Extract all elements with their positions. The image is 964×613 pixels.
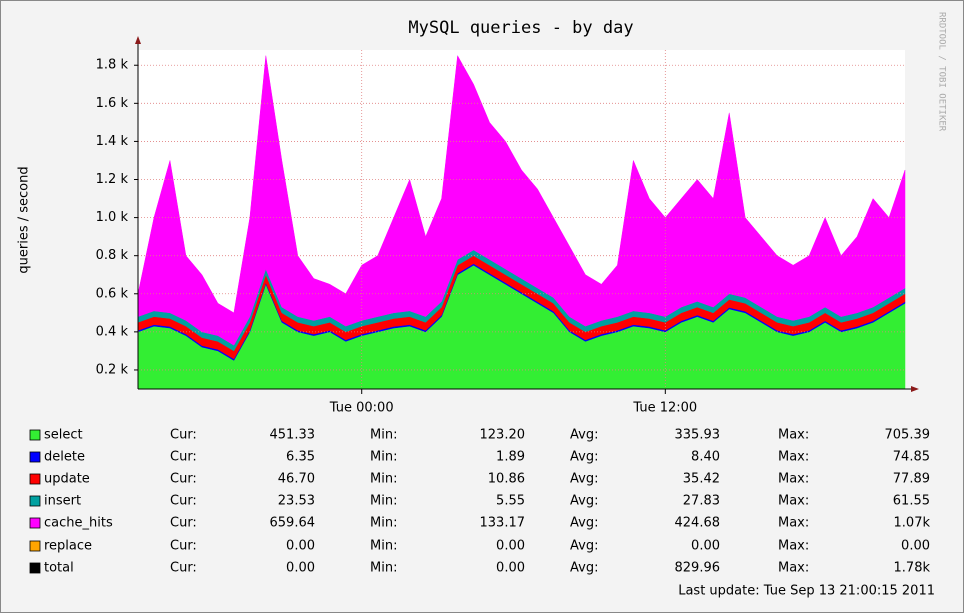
legend-label: total bbox=[44, 561, 74, 576]
y-tick-label: 0.8 k bbox=[96, 248, 129, 263]
stat-value: 829.96 bbox=[675, 561, 721, 576]
stat-value: 123.20 bbox=[480, 428, 526, 443]
stat-label: Cur: bbox=[170, 450, 197, 465]
stat-value: 1.89 bbox=[496, 450, 525, 465]
stat-label: Cur: bbox=[170, 494, 197, 509]
legend-key bbox=[29, 429, 41, 441]
axis-arrow bbox=[911, 386, 919, 392]
stat-label: Avg: bbox=[570, 428, 598, 443]
footer: Last update: Tue Sep 13 21:00:15 2011 bbox=[678, 584, 935, 599]
stat-value: 8.40 bbox=[691, 450, 720, 465]
stat-value: 23.53 bbox=[278, 494, 315, 509]
side-text: RRDTOOL / TOBI OETIKER bbox=[937, 12, 947, 132]
stat-value: 27.83 bbox=[683, 494, 720, 509]
stat-value: 133.17 bbox=[480, 516, 526, 531]
stat-label: Avg: bbox=[570, 561, 598, 576]
stat-value: 0.00 bbox=[286, 539, 315, 554]
legend-key bbox=[29, 495, 41, 507]
stat-label: Max: bbox=[778, 450, 809, 465]
legend-key bbox=[29, 473, 41, 485]
legend-key bbox=[29, 517, 41, 529]
stat-value: 61.55 bbox=[893, 494, 930, 509]
stat-value: 74.85 bbox=[893, 450, 930, 465]
stat-value: 0.00 bbox=[496, 539, 525, 554]
stat-label: Min: bbox=[370, 450, 397, 465]
stat-label: Min: bbox=[370, 494, 397, 509]
stat-label: Max: bbox=[778, 428, 809, 443]
stat-value: 6.35 bbox=[286, 450, 315, 465]
stat-label: Max: bbox=[778, 494, 809, 509]
legend-key bbox=[29, 540, 41, 552]
legend-key bbox=[29, 562, 41, 574]
y-tick-label: 0.4 k bbox=[96, 324, 129, 339]
stat-label: Cur: bbox=[170, 539, 197, 554]
stat-label: Cur: bbox=[170, 561, 197, 576]
y-tick-label: 1.2 k bbox=[96, 172, 129, 187]
stat-label: Avg: bbox=[570, 494, 598, 509]
y-tick-label: 0.6 k bbox=[96, 286, 129, 301]
stat-label: Max: bbox=[778, 472, 809, 487]
stat-value: 77.89 bbox=[893, 472, 930, 487]
stat-label: Avg: bbox=[570, 539, 598, 554]
x-tick-label: Tue 00:00 bbox=[329, 401, 394, 416]
stat-value: 335.93 bbox=[675, 428, 721, 443]
stat-label: Avg: bbox=[570, 472, 598, 487]
stat-label: Max: bbox=[778, 539, 809, 554]
legend-key bbox=[29, 451, 41, 463]
chart-title: MySQL queries - by day bbox=[408, 18, 633, 38]
stat-value: 35.42 bbox=[683, 472, 720, 487]
area bbox=[137, 54, 906, 346]
stat-label: Max: bbox=[778, 516, 809, 531]
stat-value: 5.55 bbox=[496, 494, 525, 509]
y-tick-label: 1.4 k bbox=[96, 134, 129, 149]
stat-value: 659.64 bbox=[270, 516, 316, 531]
legend-label: insert bbox=[44, 494, 81, 509]
y-tick-label: 1.8 k bbox=[96, 58, 129, 73]
stat-value: 1.07k bbox=[894, 516, 931, 531]
y-tick-label: 0.2 k bbox=[96, 362, 129, 377]
y-tick-label: 1.6 k bbox=[96, 96, 129, 111]
stat-label: Max: bbox=[778, 561, 809, 576]
stat-value: 46.70 bbox=[278, 472, 315, 487]
stat-value: 705.39 bbox=[885, 428, 931, 443]
stat-label: Cur: bbox=[170, 428, 197, 443]
y-tick-label: 1.0 k bbox=[96, 210, 129, 225]
stat-label: Min: bbox=[370, 472, 397, 487]
stat-label: Cur: bbox=[170, 516, 197, 531]
stat-value: 0.00 bbox=[496, 561, 525, 576]
legend-label: select bbox=[44, 428, 83, 443]
stat-value: 1.78k bbox=[894, 561, 931, 576]
stat-value: 424.68 bbox=[675, 516, 721, 531]
stat-value: 0.00 bbox=[901, 539, 930, 554]
stat-label: Min: bbox=[370, 561, 397, 576]
stat-label: Avg: bbox=[570, 450, 598, 465]
stat-label: Min: bbox=[370, 539, 397, 554]
stat-label: Avg: bbox=[570, 516, 598, 531]
legend-label: delete bbox=[44, 450, 85, 465]
x-tick-label: Tue 12:00 bbox=[632, 401, 697, 416]
stat-value: 0.00 bbox=[691, 539, 720, 554]
legend-label: update bbox=[44, 472, 90, 487]
stat-label: Cur: bbox=[170, 472, 197, 487]
axis-arrow bbox=[135, 36, 141, 44]
stat-label: Min: bbox=[370, 516, 397, 531]
legend-label: replace bbox=[44, 539, 92, 554]
stat-value: 0.00 bbox=[286, 561, 315, 576]
y-axis-label: queries / second bbox=[17, 166, 32, 273]
stat-value: 10.86 bbox=[488, 472, 525, 487]
stat-label: Min: bbox=[370, 428, 397, 443]
legend-label: cache_hits bbox=[44, 516, 113, 531]
stat-value: 451.33 bbox=[270, 428, 316, 443]
